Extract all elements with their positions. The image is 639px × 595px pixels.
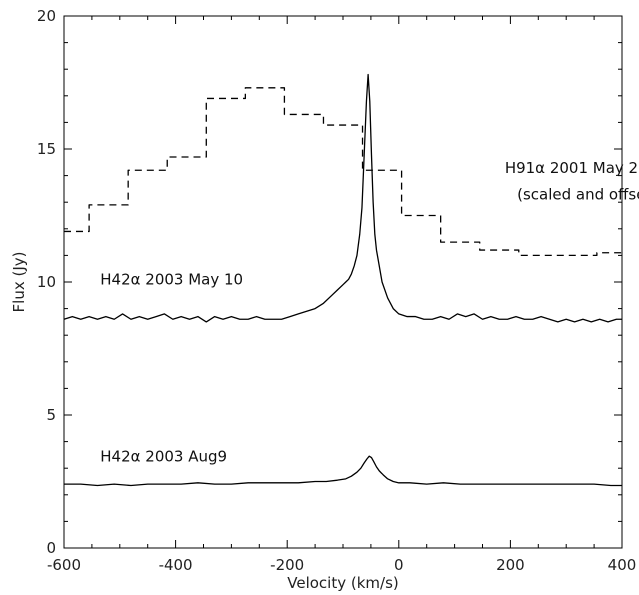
y-axis-title: Flux (Jy) [10, 252, 28, 313]
annotation-label: (scaled and offset) [517, 186, 639, 204]
tick-labels: -600 -400 -200 0 200 400 0 5 10 15 20 [37, 7, 636, 574]
x-tick-label: -600 [47, 556, 81, 574]
y-tick-label: 10 [37, 273, 56, 291]
annotation-label: H91α 2001 May 20 [505, 159, 639, 177]
series-line-3 [64, 455, 622, 487]
x-tick-label: 0 [394, 556, 404, 574]
x-tick-label: 400 [608, 556, 637, 574]
series-line-1 [64, 87, 622, 257]
y-tick-label: 0 [46, 539, 56, 557]
annotation-label: H42α 2003 May 10 [100, 271, 243, 289]
x-axis-title: Velocity (km/s) [287, 574, 398, 592]
y-tick-label: 15 [37, 140, 56, 158]
x-tick-label: -400 [159, 556, 193, 574]
annotations: H42α 2003 May 10 H42α 2003 Aug9 H91α 2001 … [100, 159, 639, 466]
x-tick-label: 200 [496, 556, 525, 574]
axis-ticks [63, 15, 623, 549]
y-tick-label: 20 [37, 7, 56, 25]
annotation-label: H42α 2003 Aug9 [100, 448, 227, 466]
y-tick-label: 5 [46, 406, 56, 424]
series-line-2 [63, 73, 622, 323]
x-tick-label: -200 [270, 556, 304, 574]
plot-marks [63, 73, 622, 487]
